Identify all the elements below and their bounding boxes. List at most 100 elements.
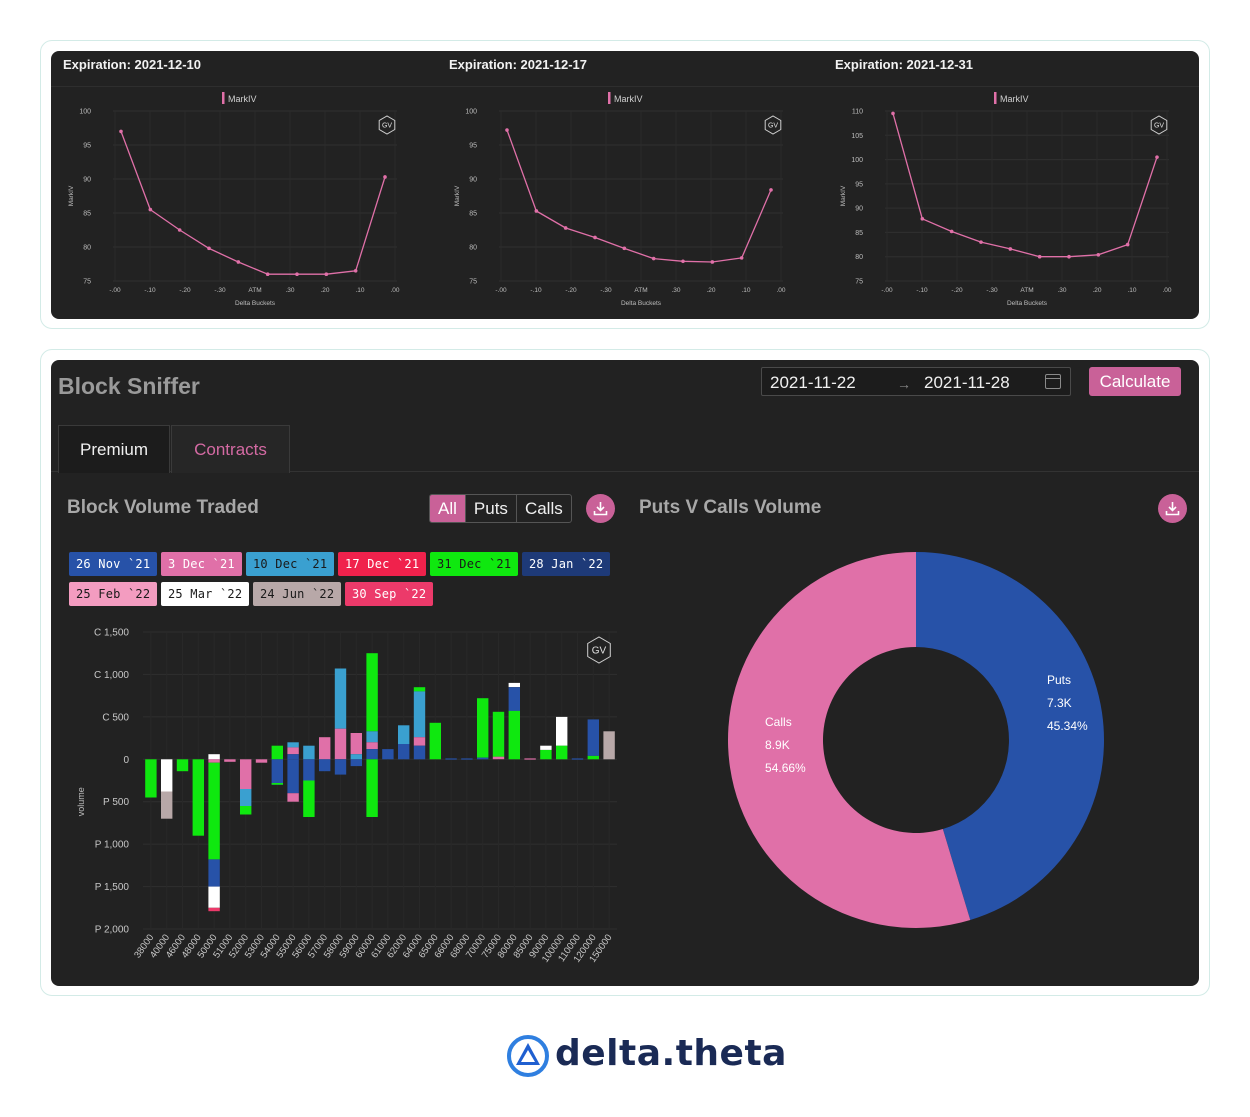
expiration-label-2: Expiration: 2021-12-17 (449, 57, 588, 72)
volume-bar-segment (287, 747, 299, 755)
iv-point (979, 240, 983, 244)
volume-bar-segment (240, 806, 252, 815)
volume-bar-segment (287, 759, 299, 794)
volume-bar-segment (224, 759, 236, 762)
iv-point (505, 128, 509, 132)
volume-bar-segment (413, 687, 426, 692)
volume-bar-segment (240, 789, 252, 806)
iv-point (207, 246, 211, 251)
volume-bar-segment (524, 758, 536, 760)
date-to-input[interactable]: 2021-11-28 (924, 373, 1010, 392)
expiry-legend-item[interactable]: 25 Mar `22 (161, 582, 250, 606)
iv-point (265, 272, 270, 276)
iv-point (622, 246, 627, 251)
expiry-legend-item[interactable]: 3 Dec `21 (161, 552, 242, 576)
volume-bar-segment (145, 759, 157, 798)
tab-contracts[interactable]: Contracts (171, 425, 290, 473)
expiry-legend-item[interactable]: 30 Sep `22 (345, 582, 434, 606)
gv-logo-label: GV (1154, 122, 1164, 129)
volume-bar-segment (366, 759, 378, 817)
filter-puts-button[interactable]: Puts (466, 495, 517, 522)
brand-name: delta.theta (555, 1033, 787, 1074)
x-tick-label: .00 (1162, 287, 1171, 294)
x-axis-label: Delta Buckets (235, 300, 276, 307)
x-tick-label: -.10 (530, 287, 542, 294)
gv-logo-label: GV (382, 122, 392, 129)
gv-logo-icon (587, 636, 611, 664)
download-block-volume-button[interactable] (586, 494, 615, 523)
x-tick-label: .10 (1127, 287, 1136, 294)
expiry-legend-item[interactable]: 24 Jun `22 (253, 582, 342, 606)
y-axis-label: volume (76, 787, 86, 816)
volume-bar-segment (303, 745, 315, 760)
legend-swatch (994, 92, 997, 104)
y-axis-label: MarkIV (454, 185, 461, 206)
x-tick-label: .20 (1092, 287, 1101, 294)
legend-label: MarkIV (1000, 94, 1029, 104)
iv-point (148, 207, 153, 212)
x-tick-label: -.00 (881, 287, 893, 294)
iv-point (1155, 155, 1159, 159)
filter-all-button[interactable]: All (430, 495, 466, 522)
download-icon (1165, 502, 1180, 516)
expiry-legend-item[interactable]: 31 Dec `21 (430, 552, 519, 576)
calendar-icon[interactable] (1045, 374, 1061, 389)
iv-point (563, 226, 568, 230)
x-tick-label: ATM (1020, 287, 1033, 294)
volume-bar-segment (366, 653, 378, 732)
date-from-input[interactable]: 2021-11-22 (770, 373, 856, 392)
iv-point (119, 129, 123, 134)
volume-bar-segment (603, 731, 615, 760)
expiration-label-1: Expiration: 2021-12-10 (63, 57, 202, 72)
x-tick-label: -.30 (214, 287, 226, 294)
expiry-legend-item[interactable]: 25 Feb `22 (69, 582, 158, 606)
expiry-legend-item[interactable]: 26 Nov `21 (69, 552, 158, 576)
x-tick-label: .30 (285, 287, 294, 294)
y-axis-label: MarkIV (840, 185, 847, 206)
volume-bar-segment (161, 791, 173, 819)
y-tick-label: 90 (83, 177, 91, 184)
smile-card: Expiration: 2021-12-10 Expiration: 2021-… (40, 40, 1210, 329)
volume-bar-segment (366, 731, 378, 743)
date-range-picker[interactable]: 2021-11-22 → 2021-11-28 (761, 367, 1071, 396)
expiry-legend-item[interactable]: 28 Jan `22 (522, 552, 611, 576)
y-tick-label: C 500 (102, 712, 129, 723)
x-tick-label: .30 (671, 287, 680, 294)
y-tick-label: 85 (469, 211, 477, 218)
calculate-button[interactable]: Calculate (1089, 367, 1181, 396)
y-tick-label: 100 (851, 157, 863, 164)
x-tick-label: -.00 (495, 287, 507, 294)
donut-label: Calls (765, 715, 792, 729)
filter-calls-button[interactable]: Calls (524, 499, 563, 518)
iv-smile-line (120, 131, 386, 275)
volume-bar-segment (271, 783, 283, 785)
iv-point (383, 175, 387, 179)
expiry-legend-item[interactable]: 10 Dec `21 (246, 552, 335, 576)
gv-logo-icon (378, 115, 396, 135)
x-tick-label: -.30 (600, 287, 612, 294)
y-tick-label: 85 (83, 211, 91, 218)
legend-swatch (222, 92, 225, 104)
download-puts-calls-button[interactable] (1158, 494, 1187, 523)
y-tick-label: P 500 (103, 797, 129, 808)
donut-label: 8.9K (765, 738, 790, 752)
iv-point (593, 235, 597, 240)
smile-chart-1: MarkIV 100 95 90 85 80 75 -.00 -.10 -.20 -.30 ATM .3… (68, 92, 400, 307)
y-tick-label: 75 (855, 279, 863, 286)
y-tick-label: 80 (855, 254, 863, 261)
put-call-filter: All Puts Calls (429, 494, 572, 523)
volume-bar-segment (208, 886, 220, 908)
gv-logo-label: GV (768, 122, 778, 129)
iv-point (769, 188, 773, 192)
volume-bar-segment (540, 750, 552, 760)
volume-bar-segment (477, 698, 489, 758)
y-tick-label: 95 (83, 143, 91, 150)
iv-point (353, 269, 358, 273)
expiry-legend-item[interactable]: 17 Dec `21 (338, 552, 427, 576)
volume-bar-segment (492, 711, 505, 757)
tab-premium[interactable]: Premium (58, 425, 170, 473)
x-tick-label: -.20 (179, 287, 191, 294)
volume-bar-segment (587, 755, 599, 760)
expiration-label-3: Expiration: 2021-12-31 (835, 57, 974, 72)
y-tick-label: 95 (469, 143, 477, 150)
